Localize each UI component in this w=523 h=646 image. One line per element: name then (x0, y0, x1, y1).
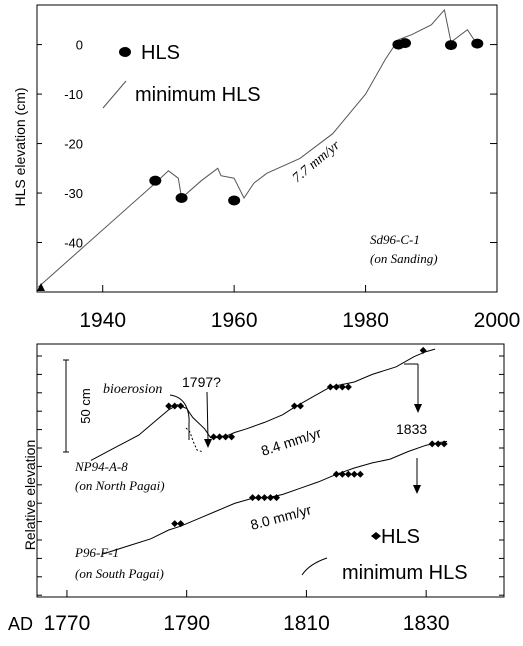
rate-bottom-annotation: 8.0 mm/yr (249, 501, 314, 533)
top-x-tick-label: 1940 (79, 309, 126, 332)
event-1797-arrow-line (206, 391, 209, 441)
p96-f-1-hls-point (272, 494, 280, 502)
scale-bar-label: 50 cm (78, 388, 93, 423)
bottom-x-tick-label: 1770 (44, 612, 91, 635)
p96-f-1-hls-point (350, 470, 358, 478)
bioerosion-label: bioerosion (103, 382, 162, 397)
bottom-legend-min-label: minimum HLS (342, 562, 468, 584)
np94-a-8-hls-point (290, 402, 298, 410)
top-y-axis-label: HLS elevation (cm) (12, 87, 28, 206)
bottom-x-tick-label: 1790 (163, 612, 210, 635)
bottom-x-tick-label: 1810 (283, 612, 330, 635)
event-1797-arrowhead (204, 439, 212, 448)
top-x-tick-label: 1960 (211, 309, 258, 332)
scale-bar: 50 cm (63, 359, 93, 453)
np94-a-8-hls-point (210, 433, 218, 441)
hls-point (175, 192, 188, 203)
np94-a-8-hls-point (332, 383, 340, 391)
np94-a-8-line (90, 348, 436, 461)
np94-a-8-hls-point (222, 433, 230, 441)
np94-a-8-hls-point (344, 383, 352, 391)
p96-f-1-hls-point (332, 470, 340, 478)
bottom-y-axis-label: Relative elevation (22, 440, 38, 551)
bottom-legend-hls-label: HLS (381, 526, 420, 548)
p96-f-1-line (102, 440, 448, 555)
bottom-legend-min-line (301, 557, 328, 576)
top-x-tick-label: 2000 (474, 309, 521, 332)
p96-f-1-hls-point (428, 440, 436, 448)
top-legend-min-label: minimum HLS (135, 84, 261, 106)
np94-a-8-hls-point (338, 383, 346, 391)
top-legend-min-line (102, 80, 127, 109)
top-legend: HLS minimum HLS (102, 42, 261, 109)
top-series-group (37, 8, 484, 291)
hls-point (149, 175, 162, 186)
bottom-series-group (90, 346, 448, 555)
np94-a-8-hls-point (171, 402, 179, 410)
bottom-x-axis: 1770 1790 1810 1830 (44, 590, 450, 635)
bottom-plot-frame (36, 343, 505, 598)
bottom-x-axis-prefix: AD (8, 614, 33, 634)
event-1797-label: 1797? (182, 374, 221, 390)
top-y-tick-label: -40 (64, 236, 83, 251)
bottom-right-ticks (499, 355, 504, 596)
hls-point (228, 195, 241, 206)
series-2-name: P96-F-1 (74, 545, 119, 560)
top-plot-frame (36, 4, 498, 293)
top-y-tick-label: -20 (64, 137, 83, 152)
top-sample-label: Sd96-C-1 (370, 232, 420, 247)
top-rate-annotation: 7.7 mm/yr (290, 138, 344, 186)
top-chart: 0 -10 -20 -30 -40 1940 1960 1980 2000 HLS eleva… (12, 4, 520, 332)
series-labels: NP94-A-8 (on North Pagai) P96-F-1 (on So… (74, 459, 165, 581)
top-y-tick-label: -30 (64, 186, 83, 201)
bottom-chart: 1770 1790 1810 1830 Relative elevation AD 5… (8, 343, 505, 635)
bottom-legend: HLS minimum HLS (301, 526, 468, 584)
event-1833-arrowhead (414, 404, 422, 413)
top-legend-hls-marker (119, 47, 131, 57)
bottom-left-ticks (37, 355, 42, 596)
top-legend-hls-label: HLS (141, 42, 180, 64)
np94-a-8-hls-point (165, 402, 173, 410)
p96-f-1-hls-point (255, 494, 263, 502)
series-1-name: NP94-A-8 (74, 459, 128, 474)
top-x-axis: 1940 1960 1980 2000 (79, 285, 520, 332)
series-2-sublabel: (on South Pagai) (75, 566, 164, 581)
np94-a-8-hls-point (419, 346, 427, 354)
rate-top-annotation: 8.4 mm/yr (259, 424, 323, 459)
top-y-tick-label: -10 (64, 87, 83, 102)
bottom-annotations: bioerosion 1797? 1833 8.4 mm/yr 8.0 mm/y… (103, 363, 427, 533)
minimum-hls-line (37, 8, 478, 288)
hls-point (399, 38, 411, 49)
np94-a-8-hls-point (326, 383, 334, 391)
hls-point (445, 40, 457, 51)
p96-f-1-hls-point (338, 470, 346, 478)
p96-f-1-hls-point (177, 520, 185, 528)
top-sample-sublabel: (on Sanding) (370, 251, 438, 266)
np94-a-8-hls-point (216, 433, 224, 441)
p96-f-1-hls-point (267, 494, 274, 502)
p96-f-1-hls-point (171, 520, 179, 528)
top-y-axis: 0 -10 -20 -30 -40 (37, 38, 497, 251)
np94-a-8-hls-point (228, 433, 236, 441)
event-1833-label: 1833 (396, 421, 427, 437)
bottom-x-tick-label: 1830 (403, 612, 450, 635)
p96-f-1-hls-point (440, 440, 448, 448)
top-y-tick-label: 0 (76, 38, 83, 53)
np94-a-8-hls-point (177, 402, 185, 410)
bottom-series-arrowhead (413, 485, 421, 494)
axis-start-arrowhead (37, 283, 45, 291)
p96-f-1-hls-point (344, 470, 352, 478)
p96-f-1-hls-point (249, 494, 257, 502)
np94-a-8-hls-point (296, 402, 304, 410)
hls-point (471, 38, 484, 49)
series-1-sublabel: (on North Pagai) (75, 478, 165, 493)
bottom-legend-hls-marker (371, 532, 381, 540)
p96-f-1-hls-point (261, 494, 269, 502)
p96-f-1-hls-point (356, 470, 364, 478)
top-x-tick-label: 1980 (342, 309, 389, 332)
bioerosion-leader (169, 394, 190, 440)
p96-f-1-hls-point (434, 440, 442, 448)
